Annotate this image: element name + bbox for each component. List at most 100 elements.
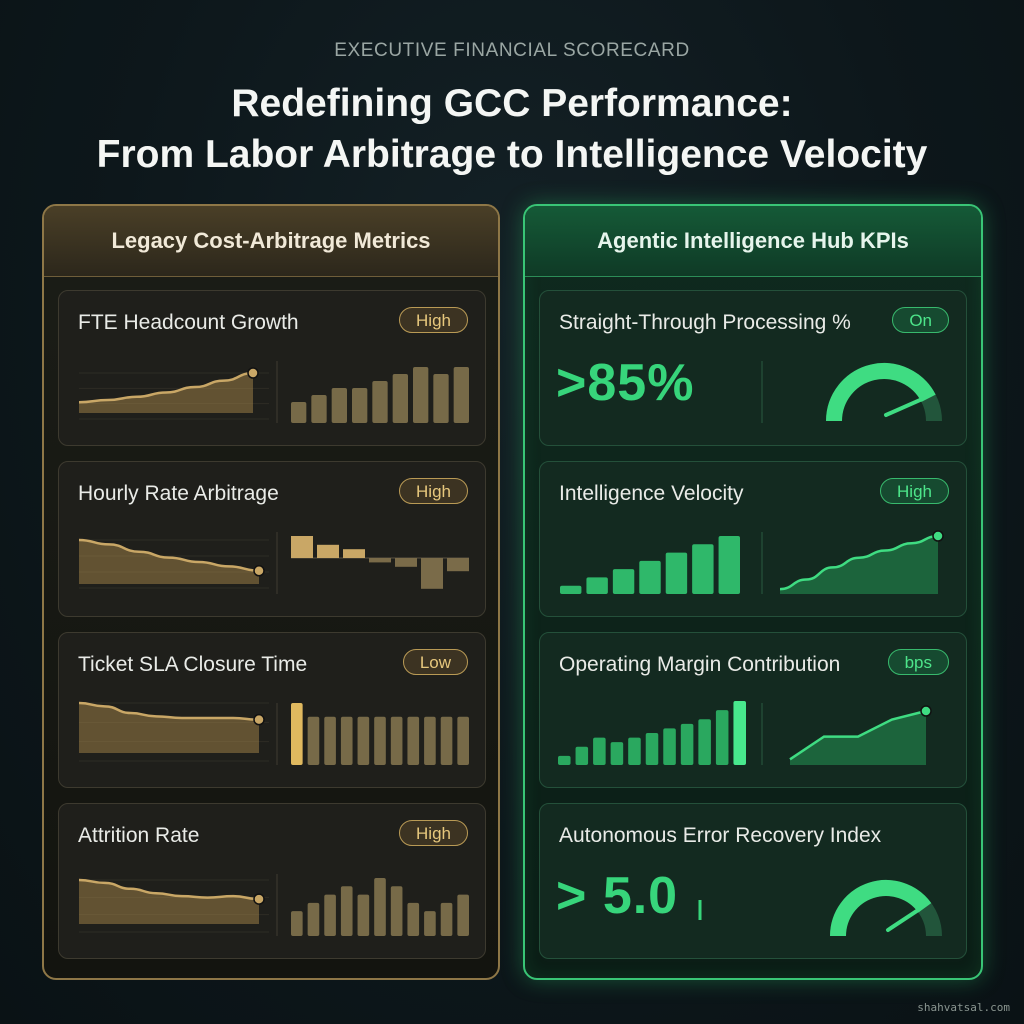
sla-trend-area: [79, 703, 259, 753]
card-label: Ticket SLA Closure Time: [78, 653, 308, 676]
card-error-recovery[interactable]: Autonomous Error Recovery Index > 5.0: [539, 803, 967, 959]
sla-bar: [307, 716, 320, 765]
rate-trend-area: [79, 540, 259, 584]
card-hourly-rate[interactable]: Hourly Rate Arbitrage High: [58, 461, 486, 617]
rate-chart: [78, 532, 469, 594]
sla-bar: [424, 716, 436, 765]
margin-bar: [698, 719, 711, 765]
velocity-bar: [665, 552, 688, 594]
attrition-bar: [424, 911, 436, 936]
agentic-panel: Agentic Intelligence Hub KPIs Straight-T…: [523, 204, 983, 980]
margin-chart: [558, 701, 932, 765]
legacy-panel: Legacy Cost-Arbitrage Metrics FTE Headco…: [42, 204, 500, 980]
velocity-trend-line: [779, 534, 939, 591]
status-badge: High: [399, 478, 468, 504]
margin-bar: [593, 737, 606, 765]
margin-bar: [610, 742, 624, 765]
status-badge: High: [399, 820, 468, 846]
error-gauge-needle: [886, 907, 921, 932]
sla-bar: [457, 716, 469, 765]
fte-chart: [78, 361, 469, 423]
card-label: Operating Margin Contribution: [559, 653, 841, 676]
card-label: Intelligence Velocity: [559, 482, 744, 505]
attrition-bar: [457, 894, 469, 936]
velocity-bar: [639, 560, 661, 594]
sla-bar: [291, 703, 303, 765]
card-label: FTE Headcount Growth: [78, 311, 299, 334]
rate-bar: [421, 558, 443, 589]
margin-bar: [715, 710, 729, 765]
attrition-trend-line: [78, 878, 260, 901]
stp-gauge-fill: [826, 363, 936, 422]
rate-trend-line: [78, 538, 260, 573]
fte-bar: [352, 388, 368, 423]
card-label: Hourly Rate Arbitrage: [78, 482, 279, 505]
fte-bar: [372, 381, 388, 423]
fte-trend-line: [78, 371, 254, 404]
attrition-bar: [374, 878, 386, 936]
velocity-trend-area: [780, 536, 938, 594]
attrition-bar: [340, 886, 353, 936]
velocity-chart: [560, 530, 944, 594]
margin-trend-line: [789, 709, 927, 761]
status-badge: bps: [887, 649, 949, 675]
velocity-bar: [560, 585, 582, 594]
agentic-panel-title: Agentic Intelligence Hub KPIs: [525, 206, 981, 277]
fte-bar: [291, 402, 307, 423]
card-ticket-sla[interactable]: Ticket SLA Closure Time Low: [58, 632, 486, 788]
attrition-bar: [407, 902, 420, 936]
site-credit: shahvatsal.com: [917, 1001, 1010, 1014]
margin-bar: [575, 746, 589, 765]
attrition-trend-endpoint: [253, 893, 265, 905]
card-operating-margin[interactable]: Operating Margin Contribution bps: [539, 632, 967, 788]
rate-bar: [395, 558, 417, 567]
card-intelligence-velocity[interactable]: Intelligence Velocity High: [539, 461, 967, 617]
rate-bar: [291, 536, 313, 558]
sla-bar: [407, 716, 420, 765]
status-badge: High: [880, 478, 949, 504]
sla-bar: [390, 716, 403, 765]
sla-bar: [374, 716, 386, 765]
error-recovery-gauge: [698, 880, 942, 937]
title-line-1: Redefining GCC Performance:: [231, 82, 793, 125]
attrition-bar: [307, 902, 320, 936]
rate-trend-endpoint: [253, 565, 265, 577]
sla-chart: [78, 701, 469, 765]
margin-bar: [628, 737, 641, 765]
velocity-bar: [612, 569, 635, 594]
velocity-trend-endpoint: [932, 530, 944, 542]
status-badge: Low: [402, 649, 468, 675]
attrition-bar: [291, 911, 303, 936]
margin-bar: [733, 701, 746, 765]
stp-value: >85%: [556, 354, 695, 412]
eyebrow: EXECUTIVE FINANCIAL SCORECARD: [334, 40, 690, 61]
attrition-chart: [78, 874, 469, 936]
card-attrition[interactable]: Attrition Rate High: [58, 803, 486, 959]
card-label: Straight-Through Processing %: [559, 311, 851, 334]
fte-bar: [331, 388, 347, 423]
sla-trend-line: [78, 701, 260, 721]
legacy-panel-title: Legacy Cost-Arbitrage Metrics: [44, 206, 498, 277]
error-gauge-fill: [830, 880, 932, 937]
card-fte-headcount[interactable]: FTE Headcount Growth High: [58, 290, 486, 446]
sla-bar: [340, 716, 353, 765]
title-line-2: From Labor Arbitrage to Intelligence Vel…: [96, 133, 928, 176]
margin-bar: [558, 755, 571, 765]
rate-bar: [369, 558, 391, 563]
velocity-bar: [692, 544, 714, 594]
fte-bar: [433, 374, 449, 423]
sla-trend-endpoint: [253, 713, 265, 726]
fte-trend-endpoint: [247, 367, 259, 379]
rate-bar: [343, 549, 365, 558]
margin-bar: [680, 723, 694, 765]
card-label: Attrition Rate: [78, 824, 200, 847]
rate-bar: [447, 558, 469, 572]
attrition-bar: [440, 902, 453, 936]
stp-gauge: [761, 361, 942, 423]
sla-bar: [324, 716, 336, 765]
attrition-bar: [324, 894, 336, 936]
margin-bar: [663, 728, 676, 765]
margin-trend-endpoint: [920, 705, 932, 717]
margin-bar: [645, 733, 659, 765]
card-stp[interactable]: Straight-Through Processing % On >85%: [539, 290, 967, 446]
